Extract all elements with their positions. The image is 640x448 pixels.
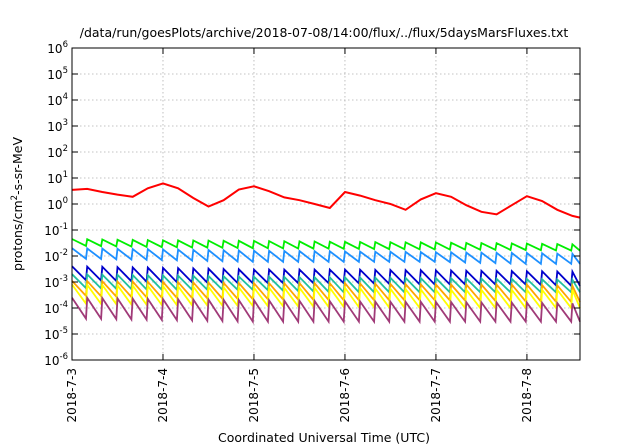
y-tick-exp: -3 (60, 274, 68, 284)
series-line-1 (71, 182, 581, 219)
y-tick-label: 103 (47, 118, 68, 134)
y-tick-exp: 4 (63, 92, 68, 102)
y-tick-label: 10-3 (44, 274, 68, 290)
y-tick-exp: -2 (60, 248, 68, 258)
y-tick-exp: 0 (63, 196, 68, 206)
y-tick-exp: 2 (63, 144, 68, 154)
x-tick-label: 2018-7-8 (520, 368, 534, 422)
y-tick-exp: 5 (63, 66, 68, 76)
series-line-3 (71, 246, 581, 266)
y-tick-exp: -4 (60, 300, 68, 310)
y-tick-label: 106 (47, 40, 68, 56)
y-tick-base: 10 (47, 94, 62, 108)
y-tick-base: 10 (44, 302, 59, 316)
x-ticks: 2018-7-3 2018-7-4 2018-7-5 2018-7-6 2018-7-7… (65, 48, 534, 422)
y-tick-base: 10 (47, 68, 62, 82)
y-tick-exp: -5 (60, 326, 68, 336)
y-tick-label: 10-2 (44, 248, 68, 264)
series-line-8 (71, 295, 581, 325)
x-tick-label: 2018-7-6 (338, 368, 352, 422)
y-tick-base: 10 (44, 328, 59, 342)
x-tick-label: 2018-7-7 (429, 368, 443, 422)
y-tick-base: 10 (47, 146, 62, 160)
y-axis-label-base: protons/cm (10, 200, 25, 271)
y-axis-label-rest: -s-sr-MeV (10, 137, 25, 195)
y-tick-base: 10 (47, 172, 62, 186)
y-tick-base: 10 (44, 250, 59, 264)
y-tick-label: 10-6 (44, 352, 68, 368)
y-tick-base: 10 (47, 120, 62, 134)
x-tick-label: 2018-7-5 (247, 368, 261, 422)
chart-title: /data/run/goesPlots/archive/2018-07-08/1… (80, 25, 569, 40)
x-axis-label: Coordinated Universal Time (UTC) (218, 430, 430, 445)
y-tick-base: 10 (44, 224, 59, 238)
y-tick-label: 101 (47, 170, 68, 186)
series-line-2 (71, 237, 581, 252)
y-tick-label: 105 (47, 66, 68, 82)
y-tick-label: 100 (47, 196, 68, 212)
y-tick-label: 102 (47, 144, 68, 160)
y-tick-label: 10-4 (44, 300, 68, 316)
y-tick-exp: 6 (63, 40, 68, 50)
y-ticks: 10-610-510-410-310-210-11001011021031041… (44, 40, 580, 368)
y-tick-exp: 1 (63, 170, 68, 180)
y-tick-exp: 3 (63, 118, 68, 128)
y-tick-base: 10 (44, 354, 59, 368)
y-tick-exp: -6 (60, 352, 68, 362)
y-tick-label: 10-1 (44, 222, 68, 238)
y-tick-base: 10 (47, 42, 62, 56)
y-tick-exp: -1 (60, 222, 68, 232)
y-tick-label: 10-5 (44, 326, 68, 342)
y-tick-label: 104 (47, 92, 68, 108)
y-axis-label: protons/cm2-s-sr-MeV (10, 137, 25, 271)
x-tick-label: 2018-7-3 (65, 368, 79, 422)
y-tick-base: 10 (44, 276, 59, 290)
x-tick-label: 2018-7-4 (156, 368, 170, 422)
series-group (71, 182, 581, 325)
y-tick-base: 10 (47, 198, 62, 212)
y-axis-label-sup: 2 (10, 195, 20, 200)
